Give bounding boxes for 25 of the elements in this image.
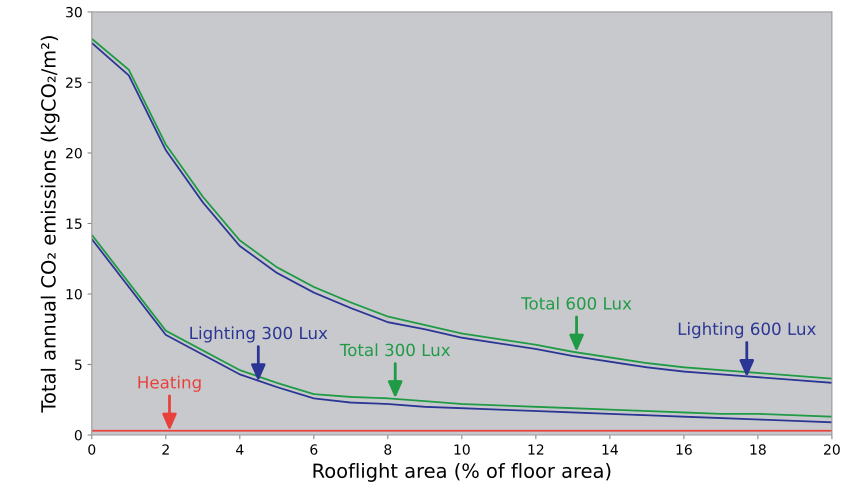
y-tick-label: 25 xyxy=(66,77,82,88)
annotation: Total 600 Lux xyxy=(521,296,632,310)
x-tick-label: 6 xyxy=(310,444,318,455)
annotation: Lighting 600 Lux xyxy=(678,322,816,338)
x-tick-label: 0 xyxy=(88,444,96,455)
x-tick-label: 18 xyxy=(750,444,766,455)
x-axis-title: Rooflight area (% of floor area) xyxy=(314,463,610,482)
x-tick-label: 16 xyxy=(676,444,692,455)
x-tick-label: 14 xyxy=(602,444,618,455)
x-tick-label: 10 xyxy=(454,444,470,455)
x-tick-label: 12 xyxy=(528,444,544,455)
x-tick-label: 20 xyxy=(824,444,840,455)
y-tick-label: 5 xyxy=(74,360,82,370)
x-tick-label: 8 xyxy=(384,444,392,455)
y-tick-label: 0 xyxy=(74,430,82,440)
annotation: Total 300 Lux xyxy=(340,343,450,356)
y-tick-label: 10 xyxy=(66,288,82,300)
y-tick-label: 30 xyxy=(66,6,82,18)
x-tick-label: 2 xyxy=(162,444,169,455)
annotation: Heating xyxy=(138,376,201,392)
y-tick-label: 15 xyxy=(66,218,82,229)
annotation: Lighting 300 Lux xyxy=(190,326,328,343)
y-tick-label: 20 xyxy=(66,148,82,158)
y-axis-title: Total annual CO₂ emissions (kgCO₂/m²) xyxy=(40,36,60,413)
x-tick-label: 4 xyxy=(236,444,244,455)
